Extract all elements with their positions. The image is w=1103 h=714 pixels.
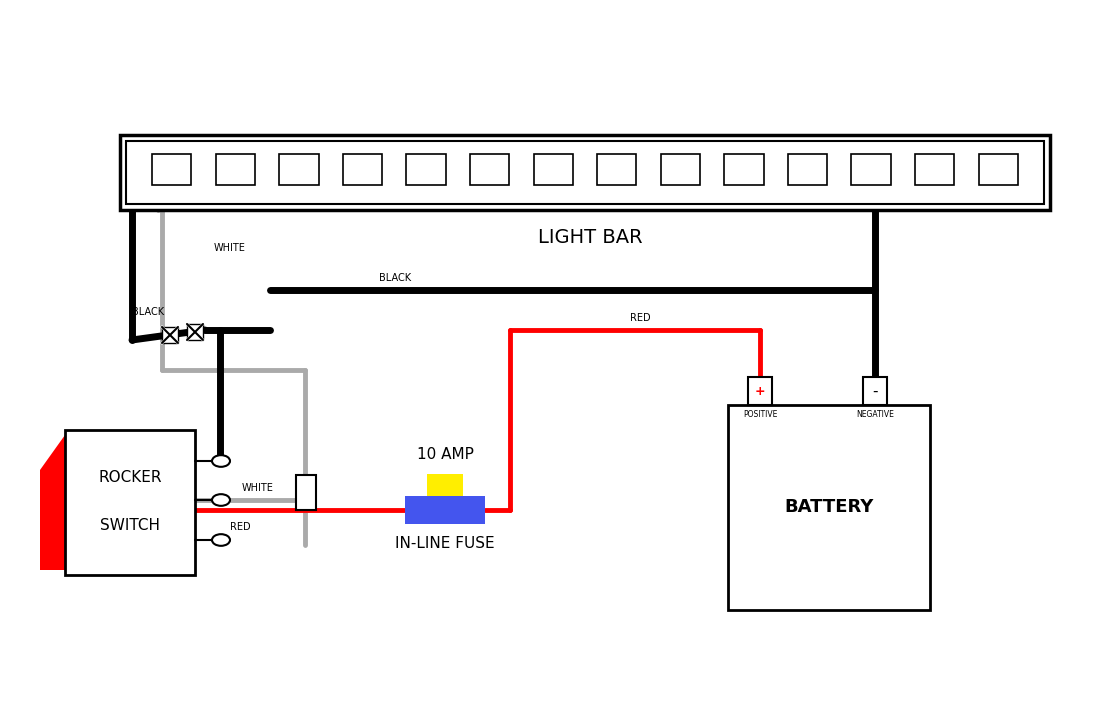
Text: IN-LINE FUSE: IN-LINE FUSE xyxy=(395,536,495,551)
Text: LIGHT BAR: LIGHT BAR xyxy=(537,228,642,247)
Text: WHITE: WHITE xyxy=(242,483,274,493)
Polygon shape xyxy=(40,435,65,570)
Bar xyxy=(162,327,178,343)
Bar xyxy=(343,154,383,185)
Bar xyxy=(852,154,891,185)
Bar xyxy=(863,377,887,405)
Bar xyxy=(120,135,1050,210)
Text: RED: RED xyxy=(630,313,651,323)
Text: BLACK: BLACK xyxy=(379,273,411,283)
Bar xyxy=(725,154,763,185)
Circle shape xyxy=(212,534,231,545)
Bar xyxy=(470,154,510,185)
Bar xyxy=(279,154,319,185)
Bar xyxy=(405,496,485,524)
Bar xyxy=(65,430,195,575)
Text: BLACK: BLACK xyxy=(132,307,164,317)
Bar xyxy=(152,154,192,185)
Bar xyxy=(748,377,772,405)
Bar xyxy=(126,141,1045,204)
Bar xyxy=(296,475,315,510)
Bar xyxy=(406,154,446,185)
Bar xyxy=(427,474,463,496)
Text: -: - xyxy=(872,383,878,398)
Bar xyxy=(914,154,954,185)
Text: ROCKER: ROCKER xyxy=(98,471,162,486)
Bar xyxy=(534,154,572,185)
Bar xyxy=(728,405,930,610)
Text: +: + xyxy=(754,385,765,398)
Bar xyxy=(978,154,1018,185)
Text: SWITCH: SWITCH xyxy=(100,518,160,533)
Text: POSITIVE: POSITIVE xyxy=(742,410,778,419)
Bar xyxy=(661,154,700,185)
Bar xyxy=(188,324,203,340)
Text: BATTERY: BATTERY xyxy=(784,498,874,516)
Circle shape xyxy=(212,455,231,467)
Text: NEGATIVE: NEGATIVE xyxy=(856,410,893,419)
Circle shape xyxy=(212,494,231,506)
Text: WHITE: WHITE xyxy=(214,243,246,253)
Text: 10 AMP: 10 AMP xyxy=(417,447,473,462)
Text: RED: RED xyxy=(229,522,250,532)
Bar xyxy=(597,154,636,185)
Bar xyxy=(788,154,827,185)
Bar xyxy=(216,154,255,185)
